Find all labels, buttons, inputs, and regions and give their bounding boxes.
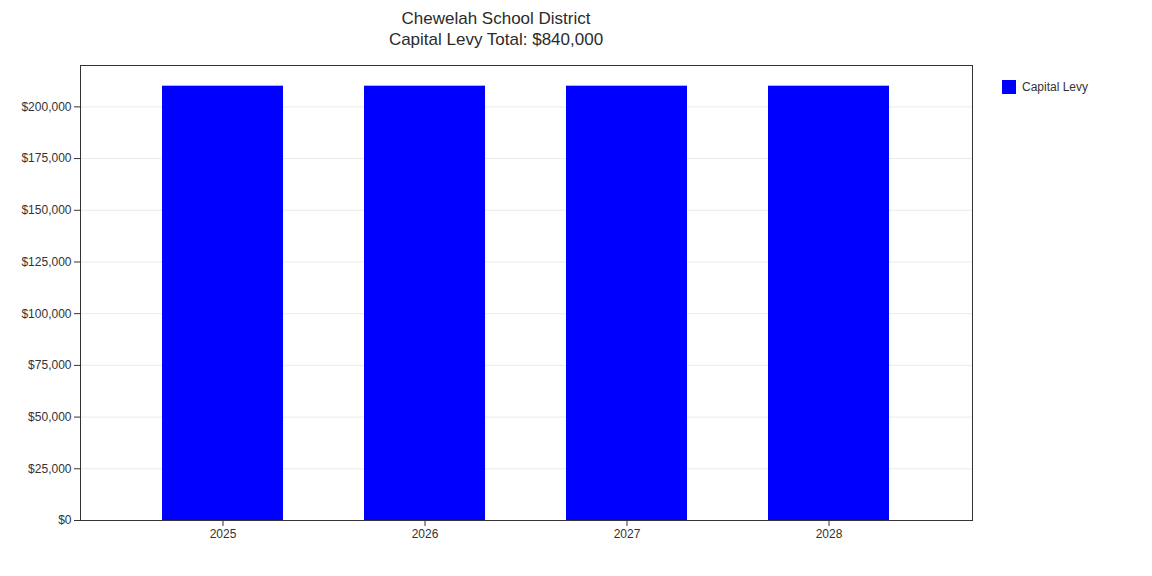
html-text:Chewelah School District: Chewelah School District — [401, 9, 591, 28]
svg-text:$150,000: $150,000 — [21, 203, 71, 217]
svg-text:2028: 2028 — [816, 527, 843, 541]
svg-text:$200,000: $200,000 — [21, 99, 71, 113]
svg-text:2027: 2027 — [614, 527, 641, 541]
svg-text:$0: $0 — [58, 513, 72, 527]
svg-text:$25,000: $25,000 — [28, 461, 72, 475]
svg-text:$175,000: $175,000 — [21, 151, 71, 165]
svg-text:2026: 2026 — [412, 527, 439, 541]
svg-text:2025: 2025 — [210, 527, 237, 541]
svg-text:$75,000: $75,000 — [28, 358, 72, 372]
svg-text:$50,000: $50,000 — [28, 409, 72, 423]
svg-text:$125,000: $125,000 — [21, 254, 71, 268]
html-text:Capital Levy: Capital Levy — [1022, 79, 1088, 94]
svg-text:$100,000: $100,000 — [21, 306, 71, 320]
html-text:Capital Levy Total: $840,000: Capital Levy Total: $840,000 — [388, 30, 604, 50]
